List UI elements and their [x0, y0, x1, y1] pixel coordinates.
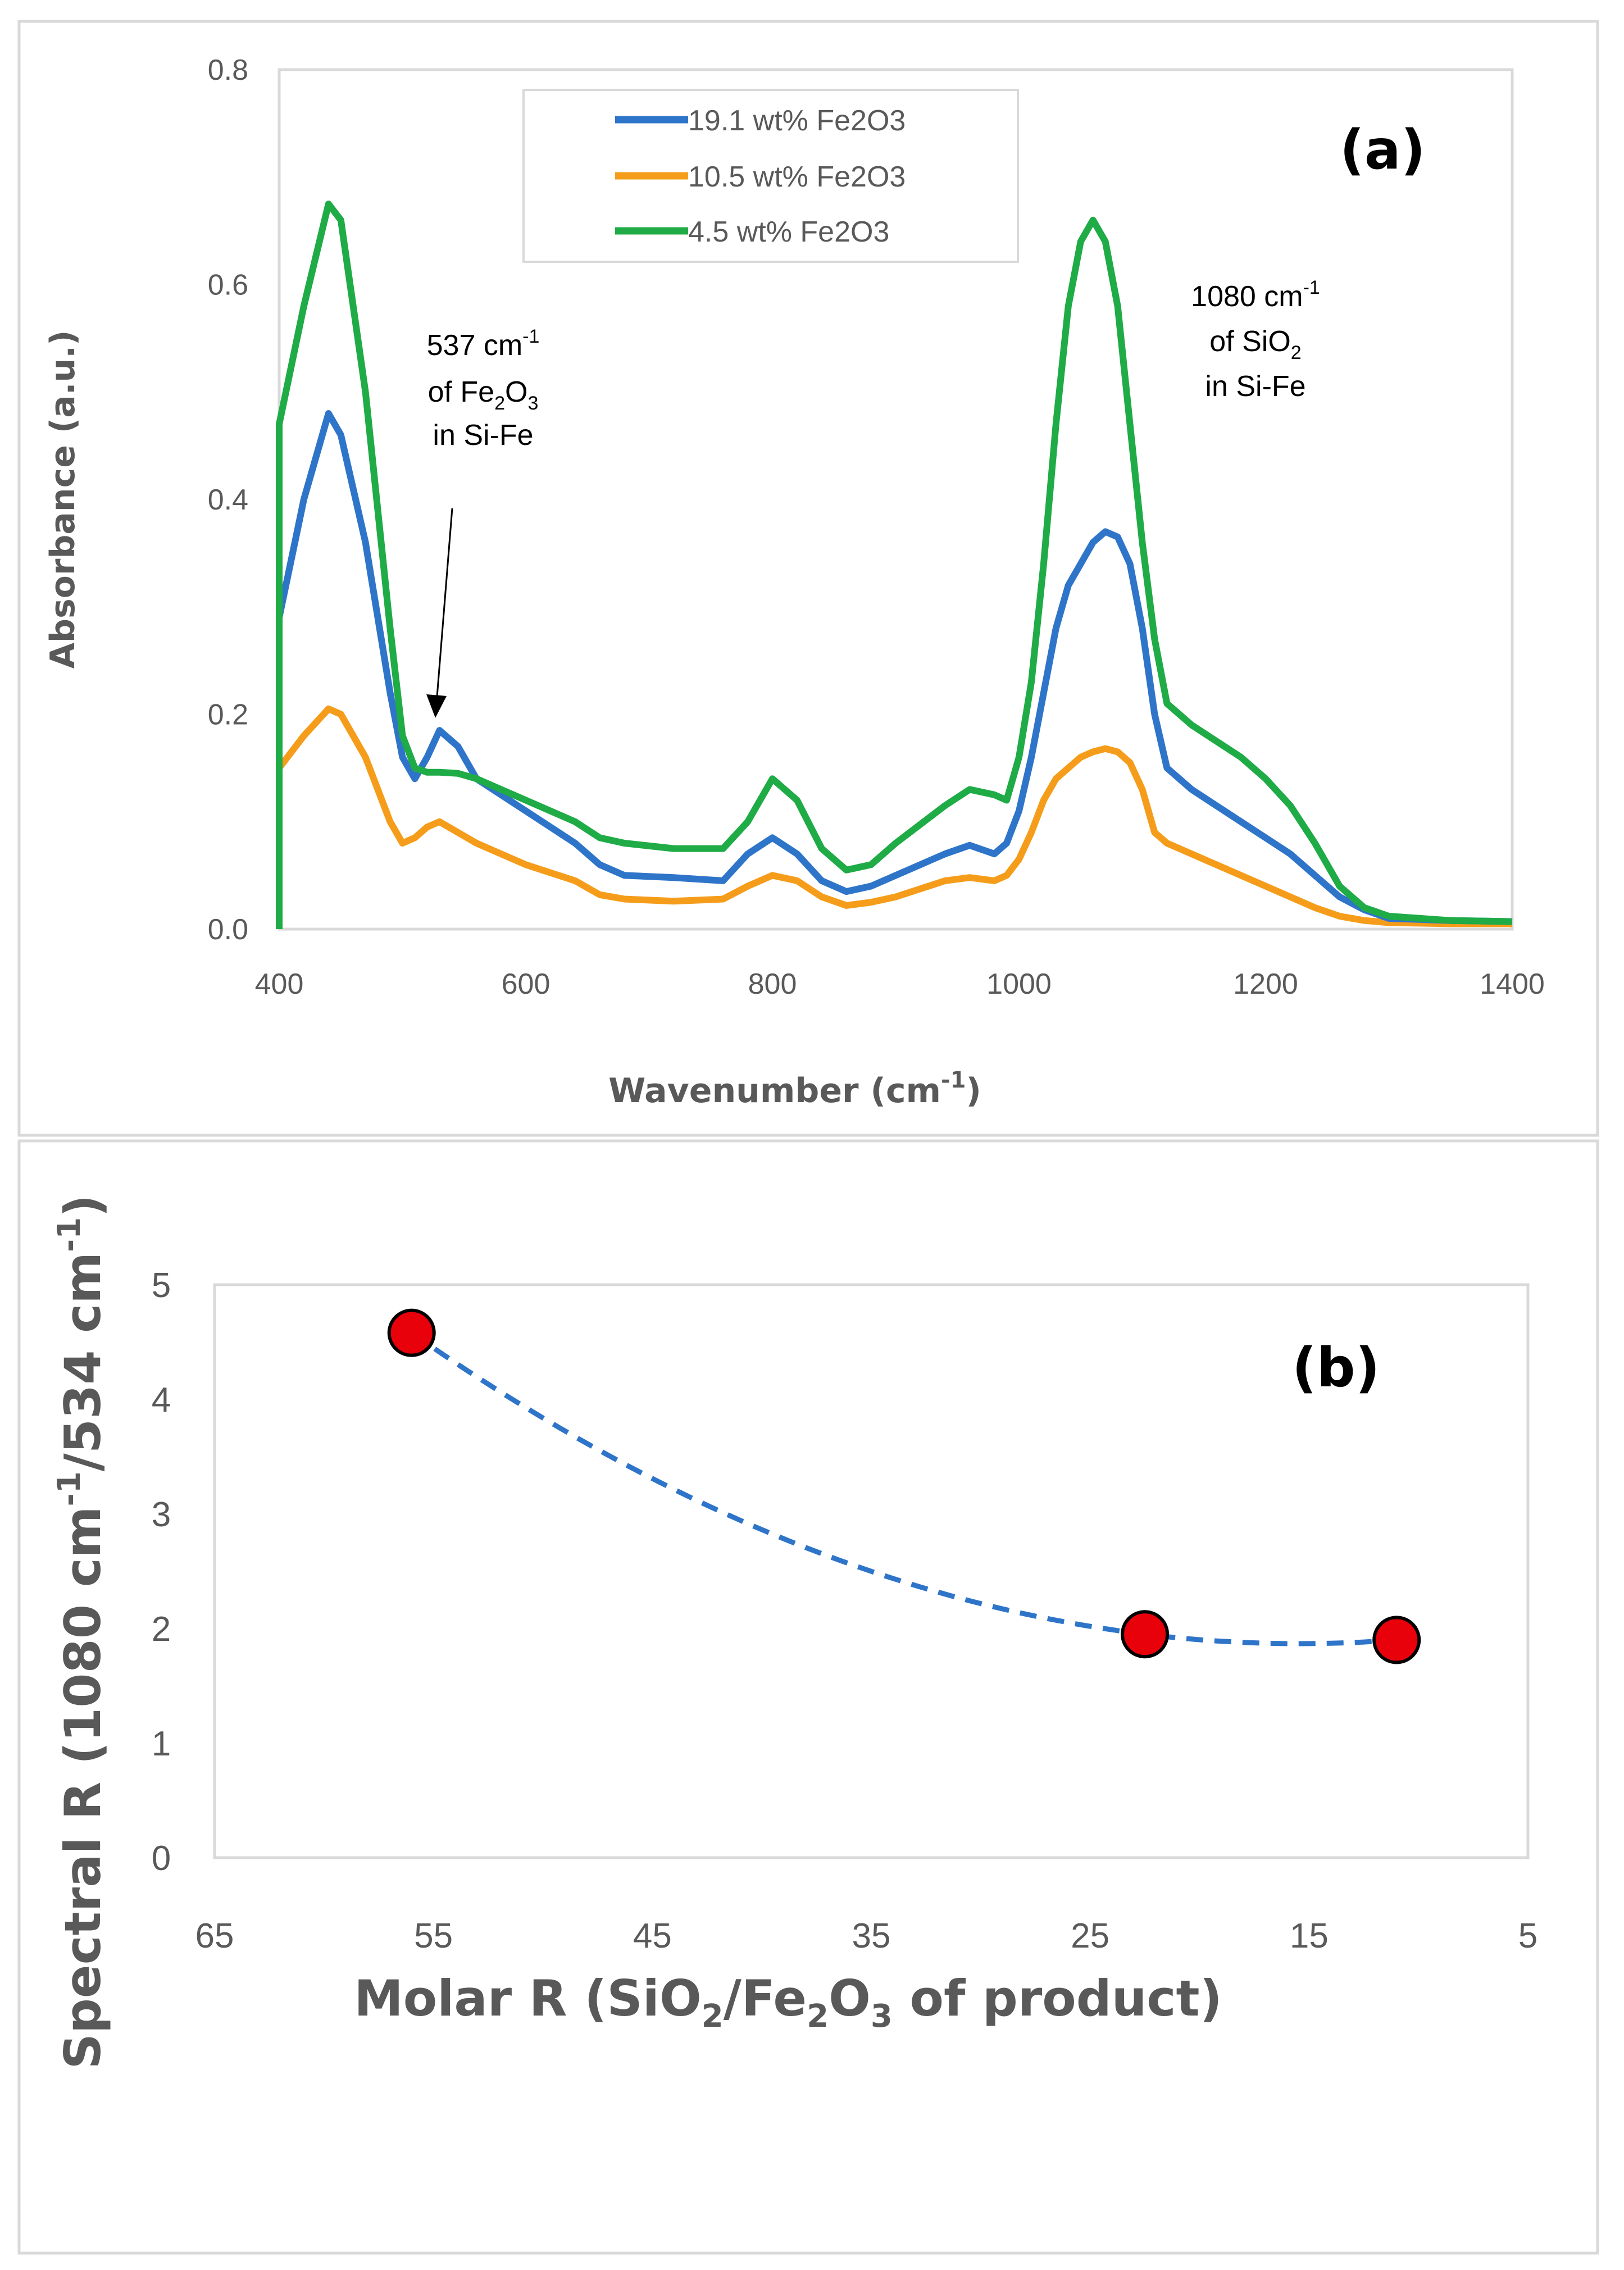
- annotation-537-line1: 537 cm-1: [427, 326, 540, 362]
- chart-b-x-ticks: 65 55 45 35 25 15 5: [195, 1917, 1538, 1955]
- chart-a-x-tick-label: 600: [502, 968, 551, 1000]
- chart-b-y-ticks: 0 1 2 3 4 5: [152, 1266, 171, 1878]
- chart-b-data-point: [1121, 1610, 1170, 1659]
- chart-a: 0.0 0.2 0.4 0.6 0.8 400 600 800 1000 1200 1400 Ab…: [43, 54, 1545, 1111]
- annotation-537-arrow: [436, 508, 453, 697]
- annotation-537-line2: of Fe2O3: [428, 376, 539, 414]
- chart-b-x-tick-label: 55: [414, 1917, 453, 1955]
- chart-b-y-tick-label: 2: [152, 1610, 171, 1649]
- chart-a-x-ticks: 400 600 800 1000 1200 1400: [255, 968, 1545, 1000]
- chart-b-y-axis-title: Spectral R (1080 cm-1/534 cm-1): [51, 1195, 112, 2069]
- annotation-537: 537 cm-1 of Fe2O3 in Si-Fe: [426, 326, 539, 718]
- legend-label-10-5: 10.5 wt% Fe2O3: [688, 161, 906, 193]
- legend-label-19-1: 19.1 wt% Fe2O3: [688, 104, 906, 137]
- chart-b-x-axis-title: Molar R (SiO2/Fe2O3 of product): [354, 1969, 1222, 2035]
- panel-b-frame: [17, 1139, 1599, 2255]
- annotation-537-arrowhead: [426, 694, 447, 718]
- chart-a-y-tick-label: 0.2: [208, 699, 248, 731]
- chart-a-x-tick-label: 1400: [1480, 968, 1545, 1000]
- chart-b-points: [387, 1308, 1421, 1664]
- chart-a-x-tick-label: 400: [255, 968, 304, 1000]
- chart-b-data-point: [1372, 1616, 1421, 1664]
- chart-b-plot-area: [213, 1283, 1530, 1859]
- chart-b-data-point: [387, 1308, 436, 1357]
- chart-b-x-tick-label: 35: [852, 1917, 891, 1955]
- chart-a-x-tick-label: 1000: [986, 968, 1052, 1000]
- chart-b-y-tick-label: 0: [152, 1839, 171, 1878]
- annotation-1080-line2: of SiO2: [1209, 325, 1301, 363]
- chart-a-y-tick-label: 0.4: [208, 484, 248, 516]
- annotation-1080: 1080 cm-1 of SiO2 in Si-Fe: [1191, 277, 1320, 403]
- chart-a-x-tick-label: 1200: [1233, 968, 1298, 1000]
- legend-box: [522, 89, 1019, 263]
- chart-b-x-tick-label: 65: [195, 1917, 234, 1955]
- annotation-1080-line1: 1080 cm-1: [1191, 277, 1320, 313]
- legend-label-4-5: 4.5 wt% Fe2O3: [688, 216, 889, 248]
- chart-a-x-axis-title: Wavenumber (cm-1): [608, 1067, 981, 1111]
- chart-b-y-tick-label: 4: [152, 1381, 171, 1420]
- chart-a-y-axis-title: Absorbance (a.u.): [43, 330, 83, 669]
- chart-a-series: [276, 201, 1513, 929]
- chart-b-x-tick-label: 45: [633, 1917, 672, 1955]
- chart-a-panel-label: (a): [1340, 119, 1426, 181]
- chart-b-y-tick-label: 5: [152, 1266, 171, 1305]
- chart-a-x-tick-label: 800: [748, 968, 797, 1000]
- chart-a-y-tick-label: 0.0: [208, 913, 248, 946]
- chart-b-panel-label: (b): [1292, 1336, 1380, 1399]
- chart-b-y-tick-label: 3: [152, 1495, 171, 1534]
- chart-a-y-tick-label: 0.8: [208, 54, 248, 87]
- chart-a-legend: 19.1 wt% Fe2O3 10.5 wt% Fe2O3 4.5 wt% Fe…: [522, 89, 1019, 263]
- chart-a-y-ticks: 0.0 0.2 0.4 0.6 0.8: [208, 54, 248, 946]
- chart-b-x-tick-label: 15: [1290, 1917, 1329, 1955]
- chart-a-series-line-3: [276, 201, 1513, 929]
- chart-a-y-tick-label: 0.6: [208, 269, 248, 302]
- chart-a-series-line-2: [276, 705, 1512, 929]
- annotation-1080-line3: in Si-Fe: [1205, 370, 1305, 403]
- chart-b-y-tick-label: 1: [152, 1725, 171, 1763]
- chart-b-x-tick-label: 25: [1071, 1917, 1109, 1955]
- annotation-537-line3: in Si-Fe: [433, 419, 533, 452]
- chart-a-series-line-1: [276, 410, 1513, 929]
- chart-b-x-tick-label: 5: [1518, 1917, 1537, 1955]
